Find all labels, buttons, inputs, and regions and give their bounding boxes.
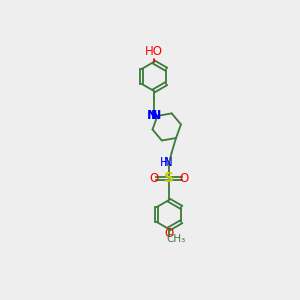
Text: N: N	[164, 156, 172, 169]
Text: O: O	[164, 227, 173, 240]
Text: O: O	[179, 172, 189, 185]
Text: CH₃: CH₃	[167, 234, 186, 244]
Text: N: N	[146, 109, 157, 122]
Text: HO: HO	[145, 45, 163, 58]
Text: N: N	[151, 110, 161, 122]
Text: O: O	[149, 172, 158, 185]
Text: H: H	[159, 156, 168, 169]
Text: S: S	[164, 171, 174, 185]
